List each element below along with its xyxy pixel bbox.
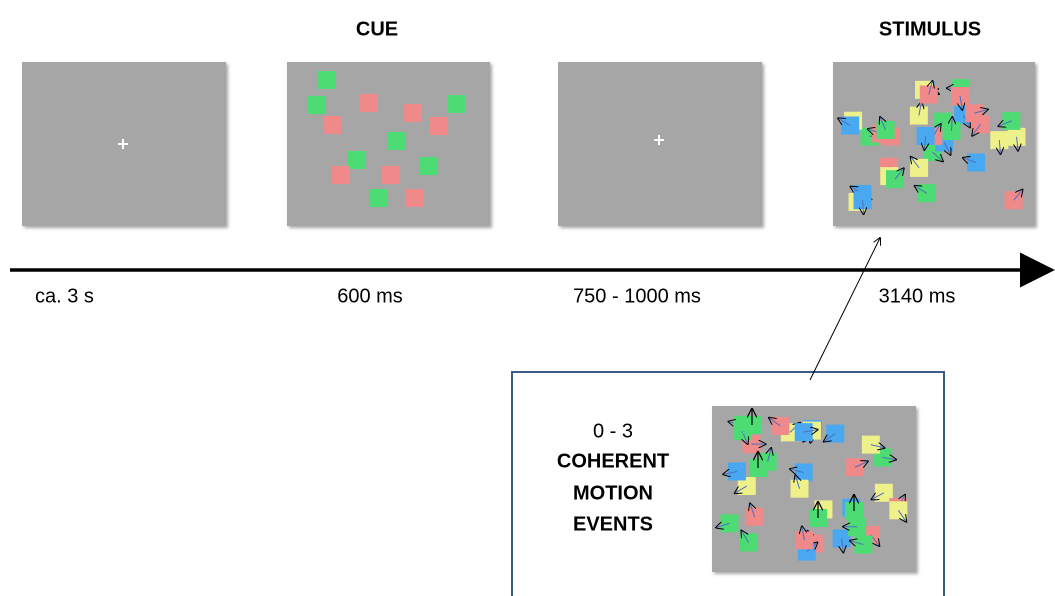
- motion-arrow: [838, 118, 851, 126]
- event-count: 0 - 3: [593, 420, 633, 442]
- zoom-arrow: [809, 238, 880, 381]
- motion-arrow: [790, 469, 804, 472]
- dot-square: [420, 157, 438, 175]
- motion-arrow: [972, 124, 981, 135]
- motion-arrow: [842, 538, 844, 553]
- duration: ca. 3 s: [35, 285, 94, 307]
- motion-arrow: [716, 523, 730, 527]
- motion-arrow: [870, 445, 885, 448]
- motion-arrow: [795, 475, 799, 489]
- motion-arrow: [769, 418, 781, 427]
- motion-arrow: [963, 158, 977, 163]
- motion-arrow: [998, 121, 1012, 126]
- cue-title: CUE: [356, 18, 398, 40]
- motion-arrow: [911, 157, 920, 169]
- motion-arrow: [999, 140, 1000, 154]
- fixation-cross: [654, 135, 664, 145]
- motion-arrow: [880, 117, 885, 131]
- motion-arrow: [802, 526, 804, 541]
- duration: 600 ms: [337, 285, 403, 307]
- dot-square: [307, 96, 325, 114]
- inset-box: [511, 371, 945, 596]
- motion-arrow: [850, 541, 864, 545]
- motion-arrow: [952, 117, 953, 132]
- motion-arrow: [872, 492, 885, 500]
- dot-square: [405, 189, 423, 207]
- fixation-cross: [118, 139, 128, 149]
- event-label: COHERENT: [557, 450, 669, 472]
- dot-square: [387, 132, 405, 150]
- motion-arrow: [1017, 136, 1019, 151]
- dot-square: [404, 104, 422, 122]
- motion-arrow: [854, 461, 868, 467]
- stimulus-title: STIMULUS: [879, 18, 981, 40]
- motion-arrow: [863, 200, 864, 214]
- motion-arrow: [768, 448, 772, 462]
- dot-square: [447, 95, 465, 113]
- dot-square: [317, 71, 335, 89]
- motion-arrow: [1013, 190, 1023, 201]
- motion-arrow: [897, 510, 906, 522]
- duration: 3140 ms: [879, 285, 956, 307]
- dot-square: [430, 117, 448, 135]
- motion-arrow: [929, 81, 933, 95]
- dot-square: [369, 189, 387, 207]
- dot-square: [942, 122, 961, 141]
- dot-square: [382, 166, 400, 184]
- motion-arrow: [894, 168, 904, 180]
- dot-square: [332, 166, 350, 184]
- motion-arrow: [882, 457, 896, 459]
- motion-arrow: [919, 102, 922, 116]
- motion-arrow: [924, 135, 925, 150]
- motion-arrow: [915, 186, 927, 194]
- motion-arrow: [824, 433, 836, 442]
- dot-square: [360, 94, 378, 112]
- motion-arrow: [803, 430, 818, 432]
- motion-arrow: [974, 109, 987, 113]
- dot-square: [348, 151, 366, 169]
- motion-arrow: [932, 151, 942, 161]
- event-label: EVENTS: [573, 513, 653, 535]
- motion-arrow: [943, 142, 950, 155]
- motion-arrow: [750, 503, 755, 517]
- event-label: MOTION: [573, 482, 653, 504]
- motion-arrow: [735, 485, 748, 493]
- motion-arrow: [960, 95, 962, 110]
- dot-square: [323, 116, 341, 134]
- duration: 750 - 1000 ms: [573, 285, 701, 307]
- motion-arrow: [723, 471, 738, 474]
- motion-arrow: [741, 531, 750, 543]
